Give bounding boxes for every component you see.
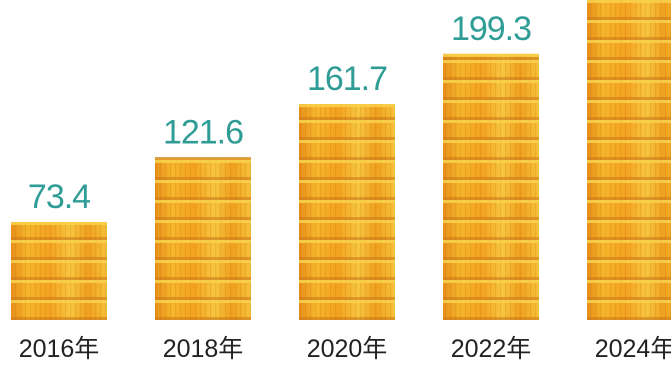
year-label: 2020年 [307,335,388,363]
value-label: 121.6 [163,114,243,152]
year-label: 2024年 [595,335,671,363]
bar-2022 [443,53,539,320]
bars-group [11,0,671,321]
bar-2016 [11,222,107,320]
bar-2018 [155,157,251,320]
value-labels-group: 73.4 121.6 161.7 199.3 [28,10,532,216]
year-labels-group: 2016年 2018年 2020年 2022年 2024年 [19,335,671,363]
bar-2020 [299,104,395,321]
value-label: 199.3 [451,10,531,48]
year-label: 2016年 [19,335,100,363]
bar-2024 [587,0,671,320]
year-label: 2018年 [163,335,244,363]
value-label: 73.4 [28,178,90,216]
year-label: 2022年 [451,335,532,363]
value-label: 161.7 [307,60,387,98]
